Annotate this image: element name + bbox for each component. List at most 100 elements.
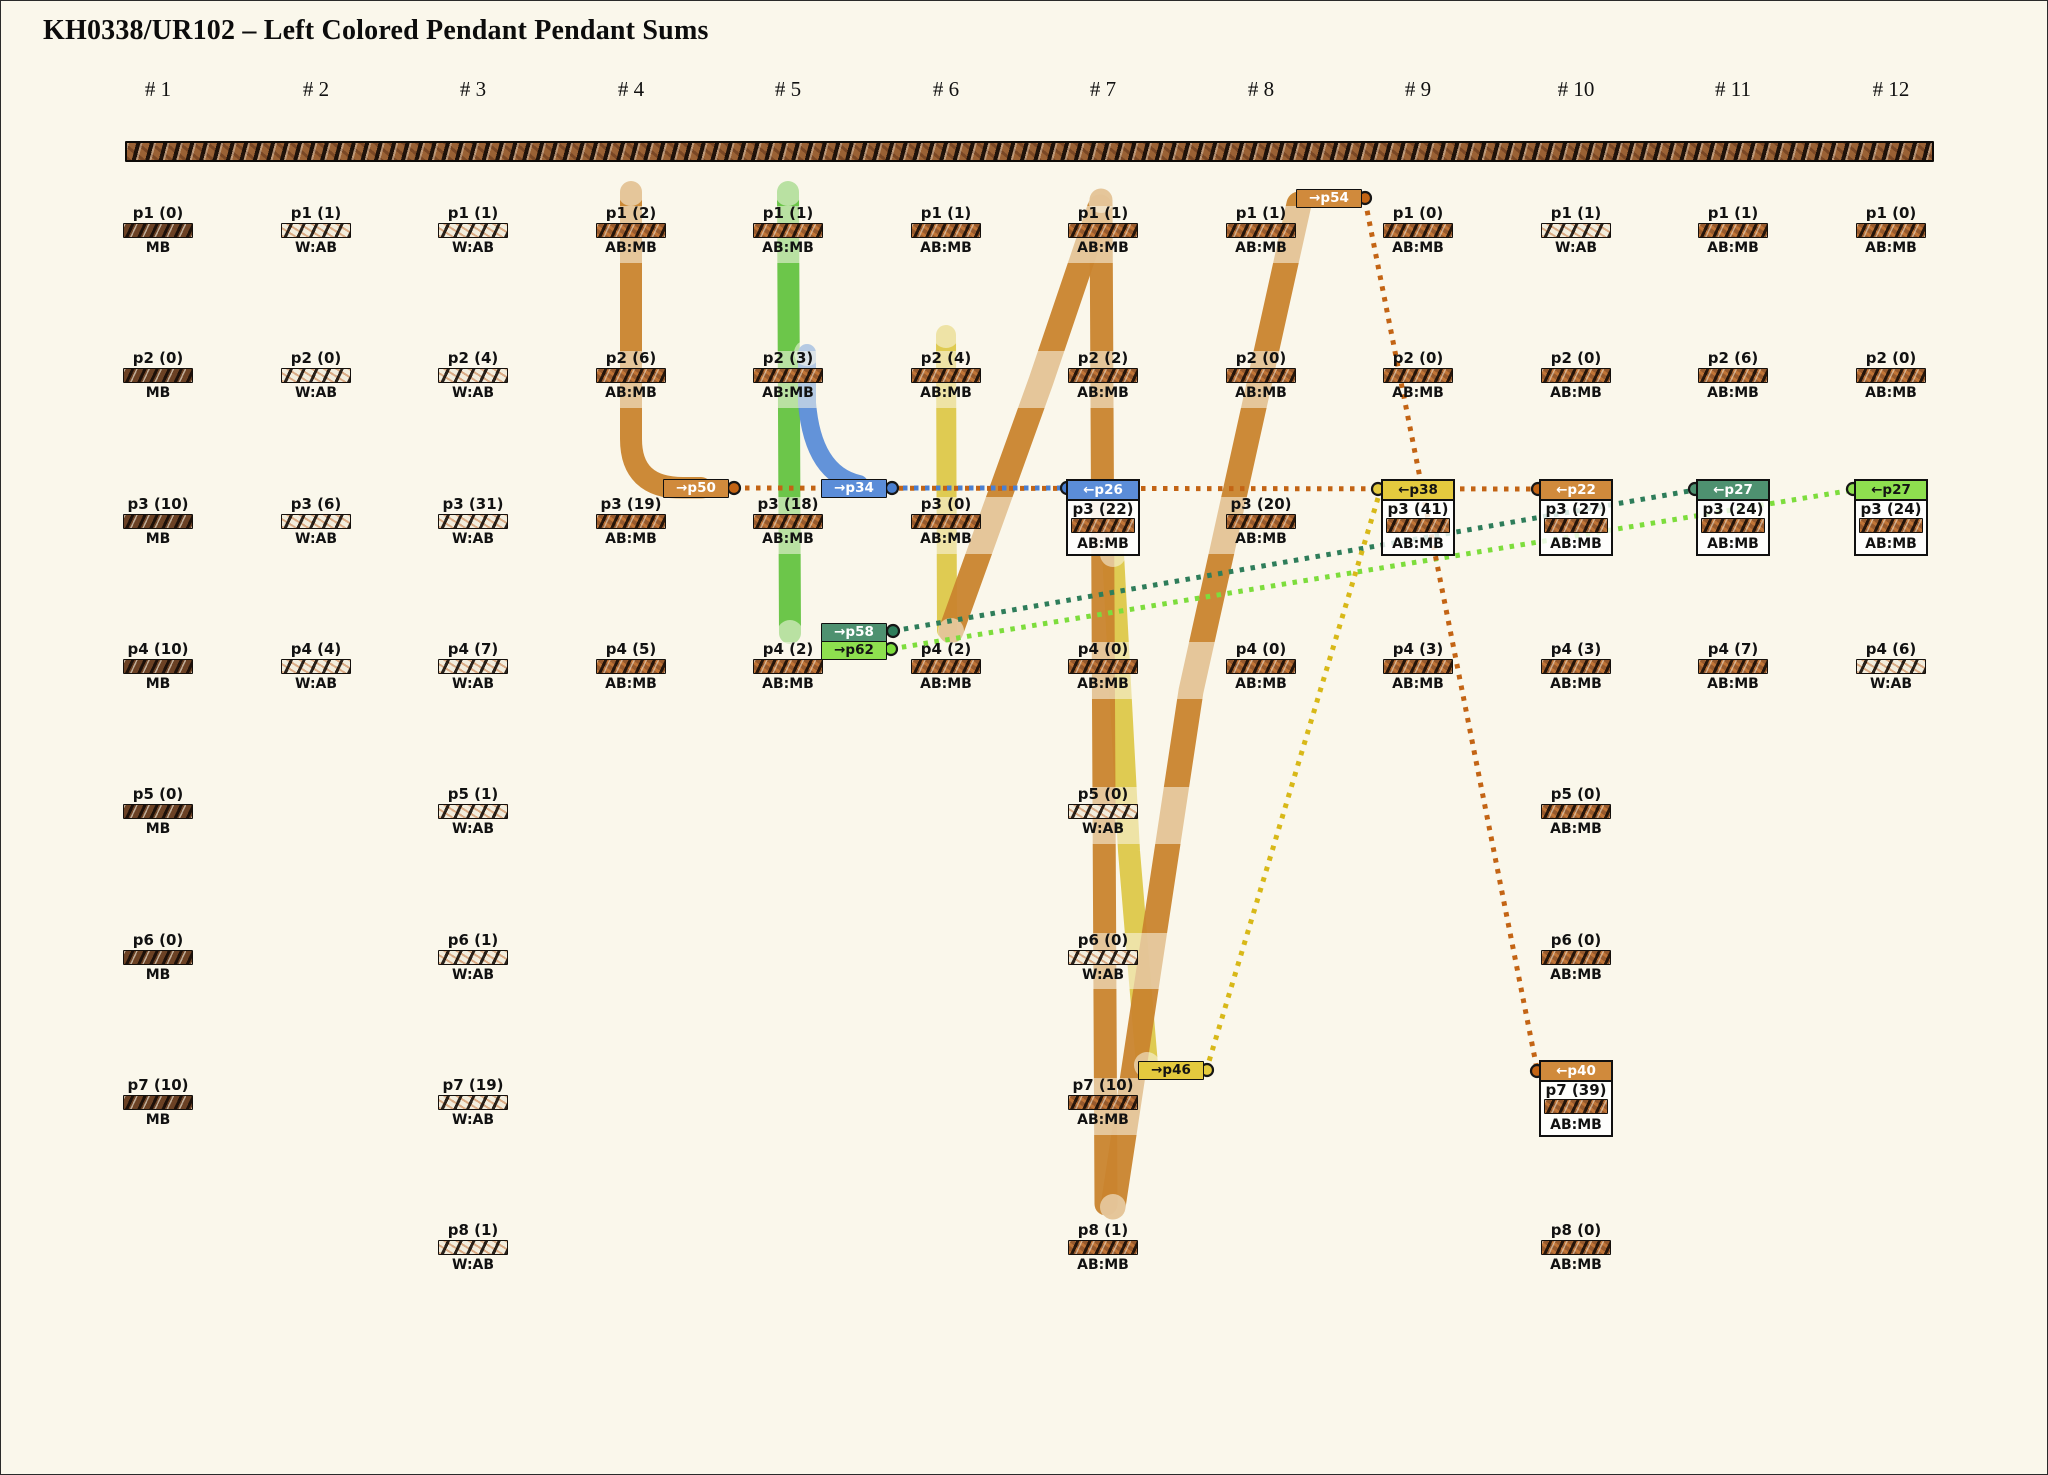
cell-sublabel: W:AB: [294, 240, 338, 256]
pendant-bar: [1383, 368, 1453, 383]
cell-c9-p3-boxed: ←p38 p3 (41) AB:MB: [1381, 479, 1455, 556]
cell-c7-p2: p2 (2) AB:MB: [1061, 348, 1145, 403]
connector-label: ←p26: [1068, 481, 1138, 501]
column-header-9: # 9: [1404, 77, 1432, 101]
pendant-bar: [753, 514, 823, 529]
pendant-bar: [1383, 223, 1453, 238]
cell-sublabel: W:AB: [1554, 240, 1598, 256]
pendant-bar: [1856, 368, 1926, 383]
cell-label: p3 (6): [290, 495, 342, 513]
cell-label: p8 (1): [1077, 1221, 1129, 1239]
pendant-bar: [1383, 659, 1453, 674]
pendant-bar: [596, 514, 666, 529]
row-fade-band: [111, 1078, 1941, 1135]
cell-sublabel: AB:MB: [1235, 531, 1287, 547]
pendant-bar: [281, 659, 351, 674]
cell-value: p3 (22): [1072, 500, 1134, 518]
cell-label: p4 (2): [920, 640, 972, 658]
cell-sublabel: W:AB: [294, 531, 338, 547]
column-header-8: # 8: [1247, 77, 1275, 101]
cell-sublabel: AB:MB: [1077, 385, 1129, 401]
cell-c10-p5: p5 (0) AB:MB: [1534, 784, 1618, 839]
cell-c9-p2: p2 (0) AB:MB: [1376, 348, 1460, 403]
cell-c1-p6: p6 (0) MB: [116, 930, 200, 985]
cell-c1-p2: p2 (0) MB: [116, 348, 200, 403]
pendant-bar: [1068, 1095, 1138, 1110]
connector-label-p46: →p46: [1138, 1061, 1204, 1080]
pendant-bar: [1541, 1240, 1611, 1255]
row-fade-band: [111, 787, 1941, 844]
ribbon-tip-fade: [933, 322, 959, 348]
cell-c6-p2: p2 (4) AB:MB: [904, 348, 988, 403]
ribbon-col6-p4-to-col7-p1-orange: [938, 194, 1113, 644]
column-header-5: # 5: [774, 77, 802, 101]
pendant-bar: [1071, 518, 1135, 533]
cell-sublabel: AB:MB: [1865, 385, 1917, 401]
cell-label: p3 (19): [600, 495, 662, 513]
cell-sublabel: AB:MB: [762, 531, 814, 547]
cell-c12-p4: p4 (6) W:AB: [1849, 639, 1933, 694]
cell-value: p3 (24): [1860, 500, 1922, 518]
cell-c1-p7: p7 (10) MB: [116, 1075, 200, 1130]
pendant-bar: [1544, 1099, 1608, 1114]
pendant-bar: [753, 659, 823, 674]
cell-value: p3 (27): [1545, 500, 1607, 518]
cell-label: p2 (2): [1077, 349, 1129, 367]
page-title: KH0338/UR102 – Left Colored Pendant Pend…: [43, 15, 709, 46]
pendant-bar: [1226, 223, 1296, 238]
cell-c9-p1: p1 (0) AB:MB: [1376, 203, 1460, 258]
cell-sublabel: MB: [145, 676, 171, 692]
cell-sublabel: AB:MB: [605, 531, 657, 547]
cell-c3-p2: p2 (4) W:AB: [431, 348, 515, 403]
connector-label-p62: →p62: [821, 641, 887, 660]
cell-c1-p3: p3 (10) MB: [116, 494, 200, 549]
pendant-bar: [1541, 804, 1611, 819]
cell-sublabel: AB:MB: [920, 385, 972, 401]
cell-sublabel: AB:MB: [1707, 676, 1759, 692]
row-fade-band: [111, 351, 1941, 408]
cell-label: p1 (1): [762, 204, 814, 222]
pendant-bar: [753, 368, 823, 383]
cell-sublabel: MB: [145, 385, 171, 401]
dotted-link-p38-to-p46: [1204, 497, 1381, 1069]
connector-label: ←p27: [1856, 481, 1926, 501]
cell-label: p2 (4): [447, 349, 499, 367]
cell-sublabel: W:AB: [294, 385, 338, 401]
cell-sublabel: AB:MB: [1550, 536, 1602, 552]
cell-c7-p3-boxed: ←p26 p3 (22) AB:MB: [1066, 479, 1140, 556]
dotted-link-p54-to-p40: [1362, 199, 1540, 1070]
cell-sublabel: W:AB: [451, 967, 495, 983]
cell-sublabel: AB:MB: [1077, 240, 1129, 256]
cell-label: p2 (0): [132, 349, 184, 367]
cell-sublabel: AB:MB: [605, 676, 657, 692]
cell-sublabel: W:AB: [451, 531, 495, 547]
cell-label: p3 (18): [757, 495, 819, 513]
cell-sublabel: AB:MB: [1077, 536, 1129, 552]
pendant-bar: [1541, 659, 1611, 674]
ribbon-tip-fade: [794, 340, 820, 366]
cell-sublabel: MB: [145, 531, 171, 547]
cell-sublabel: AB:MB: [1235, 676, 1287, 692]
column-header-12: # 12: [1872, 77, 1910, 101]
cell-label: p2 (6): [1707, 349, 1759, 367]
cell-sublabel: MB: [145, 240, 171, 256]
cell-c12-p3-boxed: ←p27 p3 (24) AB:MB: [1854, 479, 1928, 556]
cell-value: p3 (41): [1387, 500, 1449, 518]
cell-c2-p3: p3 (6) W:AB: [274, 494, 358, 549]
pendant-bar: [596, 659, 666, 674]
pendant-bar: [1698, 659, 1768, 674]
cell-label: p5 (0): [132, 785, 184, 803]
cell-c10-p1: p1 (1) W:AB: [1534, 203, 1618, 258]
link-endpoint-p34: [884, 480, 900, 496]
cell-c10-p7-boxed: ←p40 p7 (39) AB:MB: [1539, 1060, 1613, 1137]
pendant-bar: [911, 368, 981, 383]
dotted-link-p58-to-p27-col11: [892, 487, 1696, 634]
pendant-bar: [281, 223, 351, 238]
cell-c7-p8: p8 (1) AB:MB: [1061, 1220, 1145, 1275]
cell-c5-p2: p2 (3) AB:MB: [746, 348, 830, 403]
pendant-bar: [438, 223, 508, 238]
column-header-6: # 6: [932, 77, 960, 101]
ribbon-tip-fade: [618, 180, 644, 206]
cell-c10-p6: p6 (0) AB:MB: [1534, 930, 1618, 985]
cell-c2-p2: p2 (0) W:AB: [274, 348, 358, 403]
